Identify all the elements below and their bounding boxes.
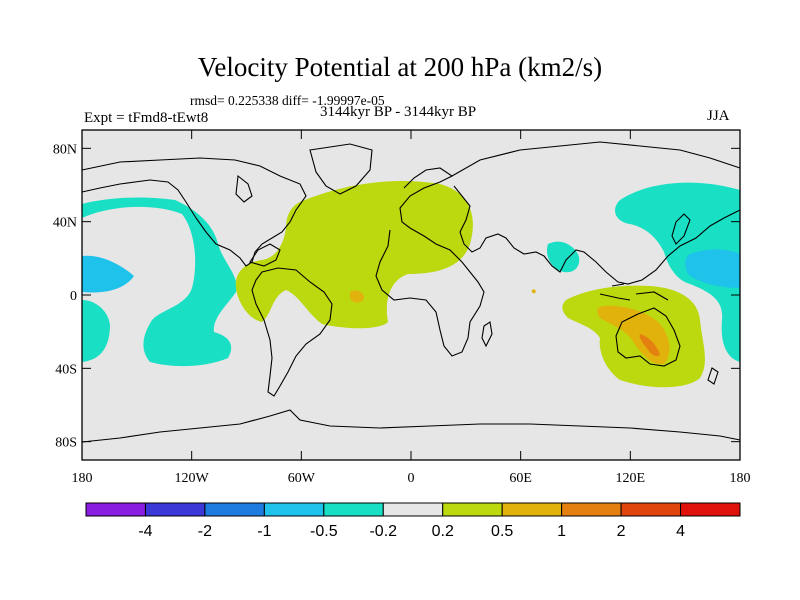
x-tick-label: 180 bbox=[730, 471, 751, 486]
region-australia-positive-strong bbox=[639, 334, 660, 357]
y-tick-label: 40S bbox=[55, 362, 77, 377]
colorbar-label: -0.5 bbox=[310, 523, 338, 540]
y-tick-label: 80S bbox=[55, 436, 77, 451]
stats-label: rmsd= 0.225338 diff= -1.99997e-05 bbox=[190, 93, 385, 108]
region-arabian-positive-spot bbox=[531, 289, 536, 294]
region-south-asia-negative bbox=[546, 241, 580, 273]
coast-north-america bbox=[81, 157, 307, 267]
period-label: 3144kyr BP - 3144kyr BP bbox=[320, 104, 477, 120]
colorbar-swatch bbox=[620, 502, 682, 517]
colorbar-swatch bbox=[263, 502, 325, 517]
colorbar-swatch bbox=[680, 502, 741, 517]
coast-antarctica bbox=[81, 409, 741, 443]
colorbar-label: 0.5 bbox=[491, 523, 513, 540]
region-east-pacific-negative bbox=[82, 197, 237, 367]
coast-europe-africa bbox=[375, 167, 485, 357]
coastlines bbox=[81, 141, 741, 443]
colorbar: -4 -2 -1 -0.5 -0.2 0.2 0.5 1 2 4 bbox=[85, 502, 741, 540]
x-tick-label: 60E bbox=[509, 471, 532, 486]
coast-indonesia bbox=[599, 283, 669, 301]
colorbar-swatch bbox=[204, 502, 265, 517]
region-west-pacific-negative-core bbox=[685, 249, 740, 288]
x-tick-label: 120W bbox=[175, 471, 210, 486]
colorbar-swatch bbox=[85, 502, 146, 517]
coast-hudson-bay bbox=[235, 174, 253, 203]
region-east-pacific-negative-core bbox=[82, 255, 134, 293]
colorbar-label: -0.2 bbox=[369, 523, 397, 540]
region-atlantic-positive bbox=[235, 181, 473, 329]
colorbar-swatch bbox=[144, 502, 206, 517]
axis-ticks: 80N 40N 0 40S 80S 180 120W 60W 0 60E 120E 180 bbox=[53, 130, 751, 486]
x-tick-label: 60W bbox=[288, 471, 316, 486]
colorbar-swatch bbox=[561, 502, 622, 517]
experiment-label: Expt = tFmd8-tEwt8 bbox=[84, 110, 209, 126]
colorbar-label: 4 bbox=[676, 523, 685, 540]
colorbar-swatch bbox=[442, 502, 503, 517]
colorbar-label: 2 bbox=[617, 523, 626, 540]
chart-title: Velocity Potential at 200 hPa (km2/s) bbox=[197, 52, 603, 82]
coast-australia bbox=[615, 307, 681, 367]
region-east-pacific-negative-south bbox=[82, 300, 110, 362]
y-tick-label: 40N bbox=[53, 216, 77, 231]
season-label: JJA bbox=[707, 108, 730, 124]
coast-gulf-mexico bbox=[249, 243, 281, 267]
colorbar-label: -2 bbox=[198, 523, 212, 540]
colorbar-label: -4 bbox=[138, 523, 152, 540]
colorbar-swatch bbox=[501, 502, 563, 517]
region-atlantic-positive-core bbox=[350, 290, 364, 303]
colorbar-swatch bbox=[323, 502, 384, 517]
field-regions bbox=[82, 181, 740, 388]
coast-greenland bbox=[309, 143, 373, 195]
colorbar-swatch bbox=[382, 502, 444, 517]
y-tick-label: 80N bbox=[53, 142, 77, 157]
colorbar-label: 1 bbox=[557, 523, 566, 540]
coast-asia bbox=[451, 141, 741, 285]
x-tick-label: 180 bbox=[72, 471, 93, 486]
coast-madagascar bbox=[481, 321, 493, 348]
coast-japan bbox=[671, 213, 691, 245]
coast-new-zealand bbox=[707, 367, 719, 385]
y-tick-label: 0 bbox=[70, 289, 77, 304]
x-tick-label: 120E bbox=[616, 471, 646, 486]
colorbar-label: -1 bbox=[257, 523, 271, 540]
coast-south-america bbox=[251, 267, 333, 397]
x-tick-label: 0 bbox=[408, 471, 415, 486]
colorbar-label: 0.2 bbox=[432, 523, 454, 540]
